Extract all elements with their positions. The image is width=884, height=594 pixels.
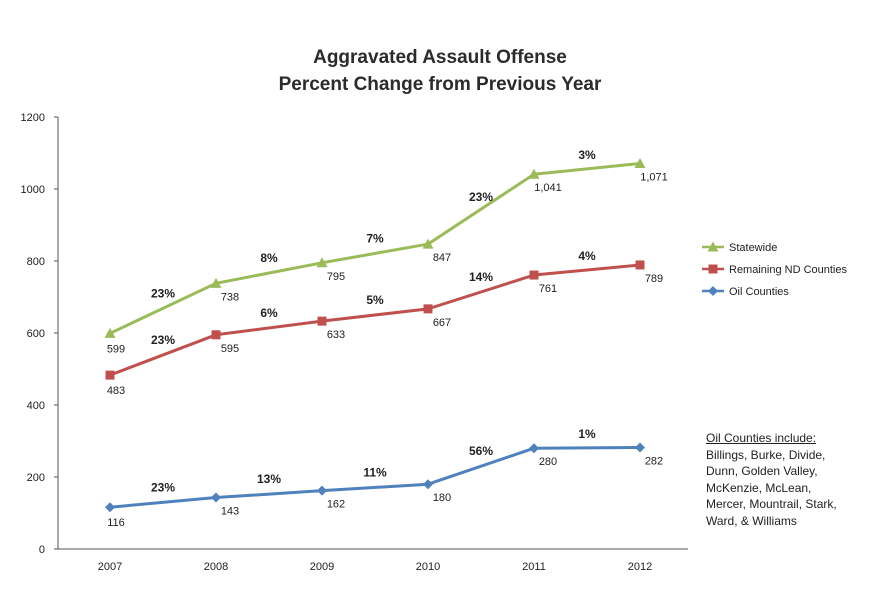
- data-point-marker: [634, 157, 646, 168]
- data-point-marker: [104, 327, 116, 338]
- data-point-marker: [423, 479, 433, 490]
- data-value-label: 143: [221, 506, 239, 518]
- pct-change-label: 11%: [363, 465, 387, 479]
- pct-change-label: 56%: [469, 444, 493, 458]
- data-point-marker: [211, 330, 221, 340]
- legend-item: Oil Counties: [702, 286, 789, 298]
- pct-change-label: 23%: [469, 190, 493, 204]
- data-point-marker: [529, 443, 539, 454]
- data-value-label: 180: [433, 492, 451, 504]
- data-value-label: 789: [645, 273, 663, 285]
- data-point-marker: [210, 277, 222, 288]
- data-point-marker: [316, 257, 328, 268]
- data-point-marker: [528, 168, 540, 179]
- data-point-marker: [708, 264, 718, 274]
- y-tick-label: 1200: [21, 112, 45, 124]
- series-line: [109, 263, 641, 377]
- x-tick-label: 2010: [416, 561, 440, 573]
- x-tick-label: 2012: [628, 561, 652, 573]
- x-tick-label: 2011: [522, 561, 546, 573]
- data-value-label: 483: [107, 385, 125, 397]
- note-title: Oil Counties include:: [706, 431, 817, 445]
- note-line: Billings, Burke, Divide,: [706, 447, 826, 462]
- data-value-label: 633: [327, 329, 345, 341]
- y-tick-label: 1000: [21, 184, 45, 196]
- note-line: McKenzie, McLean,: [706, 480, 812, 495]
- chart-title: Aggravated Assault Offense Percent Change…: [279, 47, 602, 95]
- pct-change-label: 3%: [578, 148, 596, 162]
- y-tick-label: 0: [39, 544, 45, 556]
- data-point-marker: [423, 304, 433, 314]
- pct-change-label: 7%: [366, 231, 384, 245]
- data-value-label: 599: [107, 343, 125, 355]
- legend-label: Remaining ND Counties: [729, 264, 847, 276]
- data-point-marker: [635, 260, 645, 270]
- chart-title-line: Aggravated Assault Offense: [313, 47, 567, 68]
- y-tick-label: 600: [27, 328, 45, 340]
- y-tick-label: 400: [27, 400, 45, 412]
- x-tick-label: 2007: [98, 561, 122, 573]
- pct-change-label: 13%: [257, 472, 281, 486]
- pct-change-label: 1%: [578, 427, 596, 441]
- pct-change-label: 23%: [151, 480, 175, 494]
- data-point-marker: [529, 270, 539, 280]
- series-remaining-nd-counties: 483 595 633 667 761 789 23% 6% 5% 14% 4%: [105, 249, 663, 397]
- pct-change-label: 14%: [469, 270, 493, 284]
- data-point-marker: [708, 286, 718, 296]
- data-point-marker: [105, 370, 115, 380]
- y-tick-label: 800: [27, 256, 45, 268]
- data-point-marker: [422, 238, 434, 249]
- data-value-label: 1,071: [640, 171, 668, 183]
- data-point-marker: [317, 316, 327, 326]
- legend-label: Oil Counties: [729, 286, 789, 298]
- legend-label: Statewide: [729, 242, 777, 254]
- chart-axes: 0 200 400 600 800 1000 1200 2007 2008 2009 2010 201…: [21, 112, 688, 573]
- data-value-label: 595: [221, 343, 239, 355]
- chart-subtitle-line: Percent Change from Previous Year: [279, 74, 602, 95]
- data-value-label: 280: [539, 456, 557, 468]
- pct-change-label: 23%: [151, 286, 175, 300]
- data-value-label: 116: [107, 517, 125, 529]
- note-line: Mercer, Mountrail, Stark,: [706, 497, 837, 511]
- series-line: [109, 161, 641, 335]
- data-point-marker: [105, 502, 115, 513]
- data-point-marker: [211, 492, 221, 503]
- pct-change-label: 4%: [578, 249, 596, 263]
- note-line: Ward, & Williams: [706, 513, 797, 528]
- series-oil-counties: 116 143 162 180 280 282 23% 13% 11% 56% 1%: [105, 427, 663, 529]
- legend-item: Statewide: [702, 241, 777, 254]
- y-tick-label: 200: [27, 472, 45, 484]
- oil-counties-note: Oil Counties include: Billings, Burke, D…: [706, 430, 876, 529]
- x-tick-label: 2009: [310, 561, 334, 573]
- series-line: [109, 445, 641, 509]
- data-value-label: 282: [645, 455, 663, 467]
- series-statewide: 599 738 795 847 1,041 1,071 23% 8% 7% 23% 3%: [104, 148, 668, 355]
- x-tick-label: 2008: [204, 561, 228, 573]
- note-line: Dunn, Golden Valley,: [706, 464, 818, 478]
- data-value-label: 1,041: [534, 182, 562, 194]
- data-point-marker: [317, 485, 327, 496]
- data-value-label: 667: [433, 317, 451, 329]
- pct-change-label: 6%: [260, 306, 278, 320]
- data-point-marker: [635, 442, 645, 453]
- pct-change-label: 5%: [366, 293, 384, 307]
- pct-change-label: 8%: [260, 251, 278, 265]
- data-value-label: 795: [327, 271, 345, 283]
- data-value-label: 847: [433, 252, 451, 264]
- data-value-label: 738: [221, 291, 239, 303]
- chart-series: 599 738 795 847 1,041 1,071 23% 8% 7% 23% 3% 483 595…: [104, 148, 668, 529]
- legend-item: Remaining ND Counties: [702, 264, 847, 276]
- data-point-marker: [707, 241, 719, 252]
- data-value-label: 761: [539, 283, 557, 295]
- pct-change-label: 23%: [151, 333, 175, 347]
- chart-legend: Statewide Remaining ND Counties Oil Counti…: [702, 241, 847, 298]
- data-value-label: 162: [327, 499, 345, 511]
